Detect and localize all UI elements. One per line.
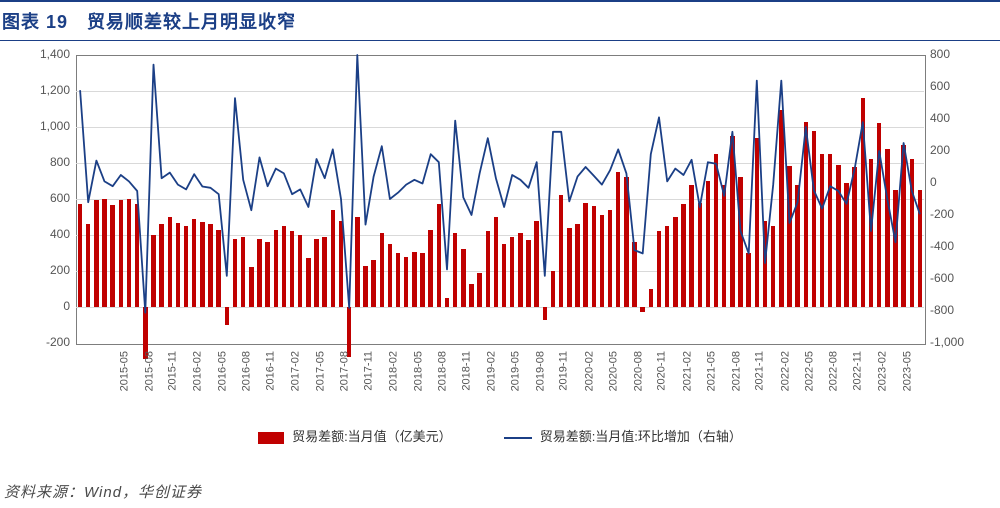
x-tick: 2020-05 <box>608 351 620 391</box>
x-tick: 2020-11 <box>656 351 668 391</box>
x-tick: 2015-05 <box>118 351 130 391</box>
x-tick: 2021-05 <box>706 351 718 391</box>
x-tick: 2021-08 <box>730 351 742 391</box>
chart-title: 图表 19 贸易顺差较上月明显收窄 <box>2 12 296 32</box>
y-right-tick: -600 <box>930 271 972 285</box>
trade-balance-chart: -20002004006008001,0001,2001,400-1,000-8… <box>20 55 980 445</box>
x-tick: 2019-08 <box>534 351 546 391</box>
x-tick: 2019-02 <box>485 351 497 391</box>
y-right-tick: 0 <box>930 175 972 189</box>
x-tick: 2018-02 <box>388 351 400 391</box>
x-tick: 2022-05 <box>803 351 815 391</box>
source-text: 资料来源：Wind，华创证券 <box>4 481 202 502</box>
x-tick: 2016-11 <box>264 351 276 391</box>
legend-label-bar: 贸易差额:当月值（亿美元） <box>292 429 452 444</box>
y-right-tick: -400 <box>930 239 972 253</box>
chart-header: 图表 19 贸易顺差较上月明显收窄 <box>0 0 1000 41</box>
x-tick: 2018-05 <box>412 351 424 391</box>
legend-swatch-bar <box>258 432 284 444</box>
y-right-tick: -800 <box>930 303 972 317</box>
x-tick: 2017-11 <box>362 351 374 391</box>
x-tick: 2017-08 <box>339 351 351 391</box>
x-tick: 2018-11 <box>460 351 472 391</box>
y-right-tick: 800 <box>930 47 972 61</box>
x-tick: 2015-08 <box>143 351 155 391</box>
x-tick: 2017-02 <box>290 351 302 391</box>
x-tick: 2015-11 <box>167 351 179 391</box>
x-tick: 2016-05 <box>216 351 228 391</box>
x-tick: 2020-08 <box>632 351 644 391</box>
line-series <box>20 55 934 353</box>
legend-item-line: 贸易差额:当月值:环比增加（右轴） <box>504 426 742 445</box>
x-tick: 2022-08 <box>828 351 840 391</box>
x-tick: 2016-08 <box>241 351 253 391</box>
y-right-tick: 400 <box>930 111 972 125</box>
x-tick: 2022-11 <box>851 351 863 391</box>
x-tick: 2020-02 <box>583 351 595 391</box>
x-tick: 2021-02 <box>681 351 693 391</box>
y-right-tick: 200 <box>930 143 972 157</box>
legend-label-line: 贸易差额:当月值:环比增加（右轴） <box>540 429 742 444</box>
x-tick: 2019-05 <box>510 351 522 391</box>
x-tick: 2022-02 <box>779 351 791 391</box>
x-tick: 2021-11 <box>754 351 766 391</box>
legend: 贸易差额:当月值（亿美元） 贸易差额:当月值:环比增加（右轴） <box>20 426 980 445</box>
x-tick: 2023-05 <box>901 351 913 391</box>
x-tick: 2017-05 <box>314 351 326 391</box>
y-right-tick: -1,000 <box>930 335 972 349</box>
legend-swatch-line <box>504 437 532 439</box>
y-right-tick: 600 <box>930 79 972 93</box>
x-tick: 2016-02 <box>192 351 204 391</box>
y-right-tick: -200 <box>930 207 972 221</box>
x-tick: 2023-02 <box>877 351 889 391</box>
x-tick: 2018-08 <box>436 351 448 391</box>
x-tick: 2019-11 <box>558 351 570 391</box>
legend-item-bar: 贸易差额:当月值（亿美元） <box>258 426 452 445</box>
